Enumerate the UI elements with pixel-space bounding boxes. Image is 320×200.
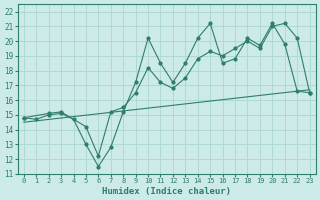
X-axis label: Humidex (Indice chaleur): Humidex (Indice chaleur) xyxy=(102,187,231,196)
